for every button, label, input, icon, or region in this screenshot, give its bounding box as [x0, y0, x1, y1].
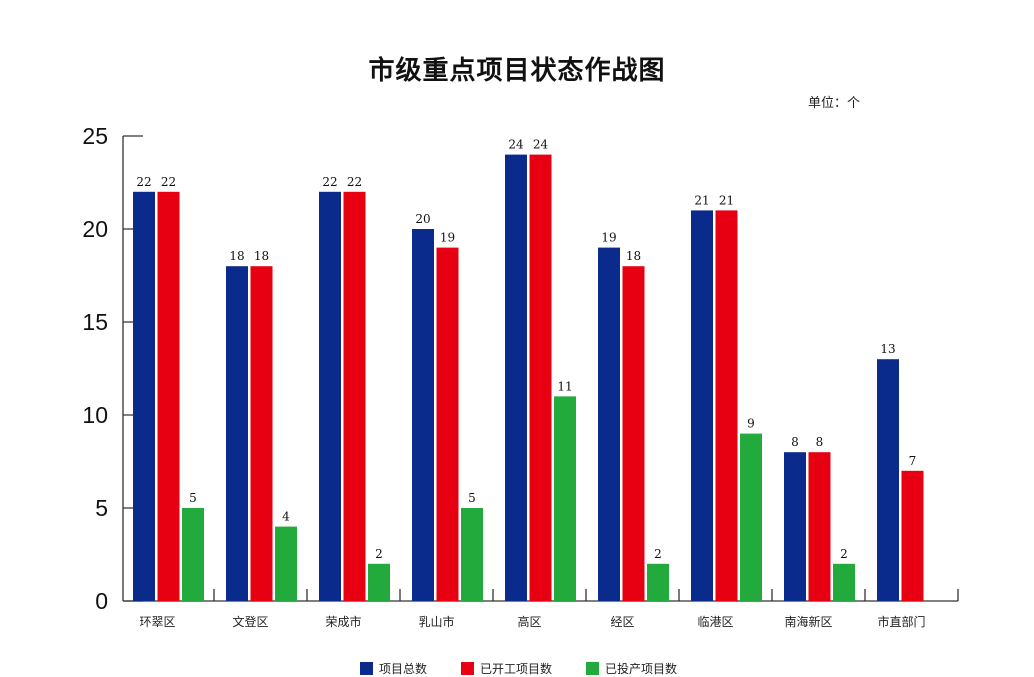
bar: [691, 210, 713, 601]
data-label: 7: [909, 454, 917, 468]
bar: [622, 266, 645, 601]
legend-swatch: [586, 662, 600, 675]
x-tick-label: 临港区: [697, 615, 733, 629]
legend-label: 项目总数: [379, 662, 428, 676]
bar: [436, 247, 459, 601]
x-tick-label: 荣成市: [325, 614, 361, 629]
data-label: 19: [601, 231, 616, 245]
bar: [226, 266, 248, 601]
legend-swatch: [461, 662, 475, 675]
bar: [833, 563, 855, 601]
x-tick-label: 高区: [517, 614, 541, 629]
data-label: 8: [791, 435, 799, 449]
data-label: 2: [840, 547, 848, 561]
data-label: 24: [533, 138, 549, 152]
bar: [275, 526, 297, 601]
bar: [319, 191, 341, 602]
unit-label: 单位：个: [808, 96, 861, 111]
bar: [368, 563, 390, 601]
bar: [157, 191, 180, 602]
data-label: 21: [719, 193, 734, 207]
data-label: 18: [254, 249, 269, 263]
bar: [529, 154, 552, 601]
data-label: 22: [322, 175, 337, 189]
x-tick-label: 环翠区: [139, 615, 175, 629]
bar: [740, 433, 762, 601]
legend-label: 已投产项目数: [605, 662, 678, 676]
data-label: 9: [747, 417, 755, 431]
x-tick-label: 经区: [610, 615, 634, 629]
chart-title: 市级重点项目状态作战图: [368, 56, 666, 86]
data-label: 20: [415, 212, 430, 226]
y-tick-label: 25: [82, 123, 108, 149]
data-label: 5: [189, 491, 197, 505]
bar: [901, 470, 924, 601]
y-tick-label: 10: [82, 402, 108, 428]
data-label: 2: [654, 547, 662, 561]
legend-item: 已投产项目数: [586, 660, 677, 677]
y-tick-label: 20: [82, 216, 108, 242]
data-label: 13: [880, 342, 895, 356]
bar: [647, 563, 669, 601]
data-label: 18: [626, 249, 641, 263]
y-tick-label: 5: [95, 495, 108, 521]
bar: [461, 508, 483, 601]
x-tick-label: 文登区: [232, 614, 268, 629]
legend-item: 已开工项目数: [461, 660, 552, 677]
bar: [554, 396, 576, 601]
y-tick-label: 0: [95, 588, 108, 614]
data-label: 22: [161, 175, 176, 189]
bar: [715, 210, 738, 601]
bar: [808, 452, 831, 601]
legend-label: 已开工项目数: [480, 662, 553, 676]
bar: [182, 508, 204, 601]
y-tick-label: 15: [82, 309, 108, 335]
bar: [250, 266, 273, 601]
data-label: 24: [508, 138, 524, 152]
data-label: 22: [136, 175, 151, 189]
legend-swatch: [360, 662, 373, 675]
data-label: 5: [468, 491, 476, 505]
data-label: 11: [557, 379, 572, 393]
bars: 2218222024192181322182219241821875425112…: [133, 138, 924, 602]
data-label: 4: [282, 510, 290, 524]
data-label: 19: [440, 231, 455, 245]
bar: [598, 247, 620, 601]
bar: [412, 229, 434, 601]
bar: [877, 359, 899, 601]
bar: [343, 191, 366, 602]
bar: [505, 154, 527, 601]
data-label: 22: [347, 175, 362, 189]
bar: [784, 452, 806, 601]
bar: [133, 191, 155, 602]
data-label: 18: [229, 249, 244, 263]
data-label: 2: [375, 547, 383, 561]
legend-item: 项目总数: [360, 660, 427, 677]
data-label: 21: [694, 193, 709, 207]
legend: 项目总数 已开工项目数 已投产项目数: [360, 660, 677, 677]
x-tick-label: 乳山市: [418, 614, 454, 629]
data-label: 8: [816, 435, 824, 449]
x-tick-label: 市直部门: [877, 614, 925, 629]
x-tick-label: 南海新区: [784, 614, 832, 629]
